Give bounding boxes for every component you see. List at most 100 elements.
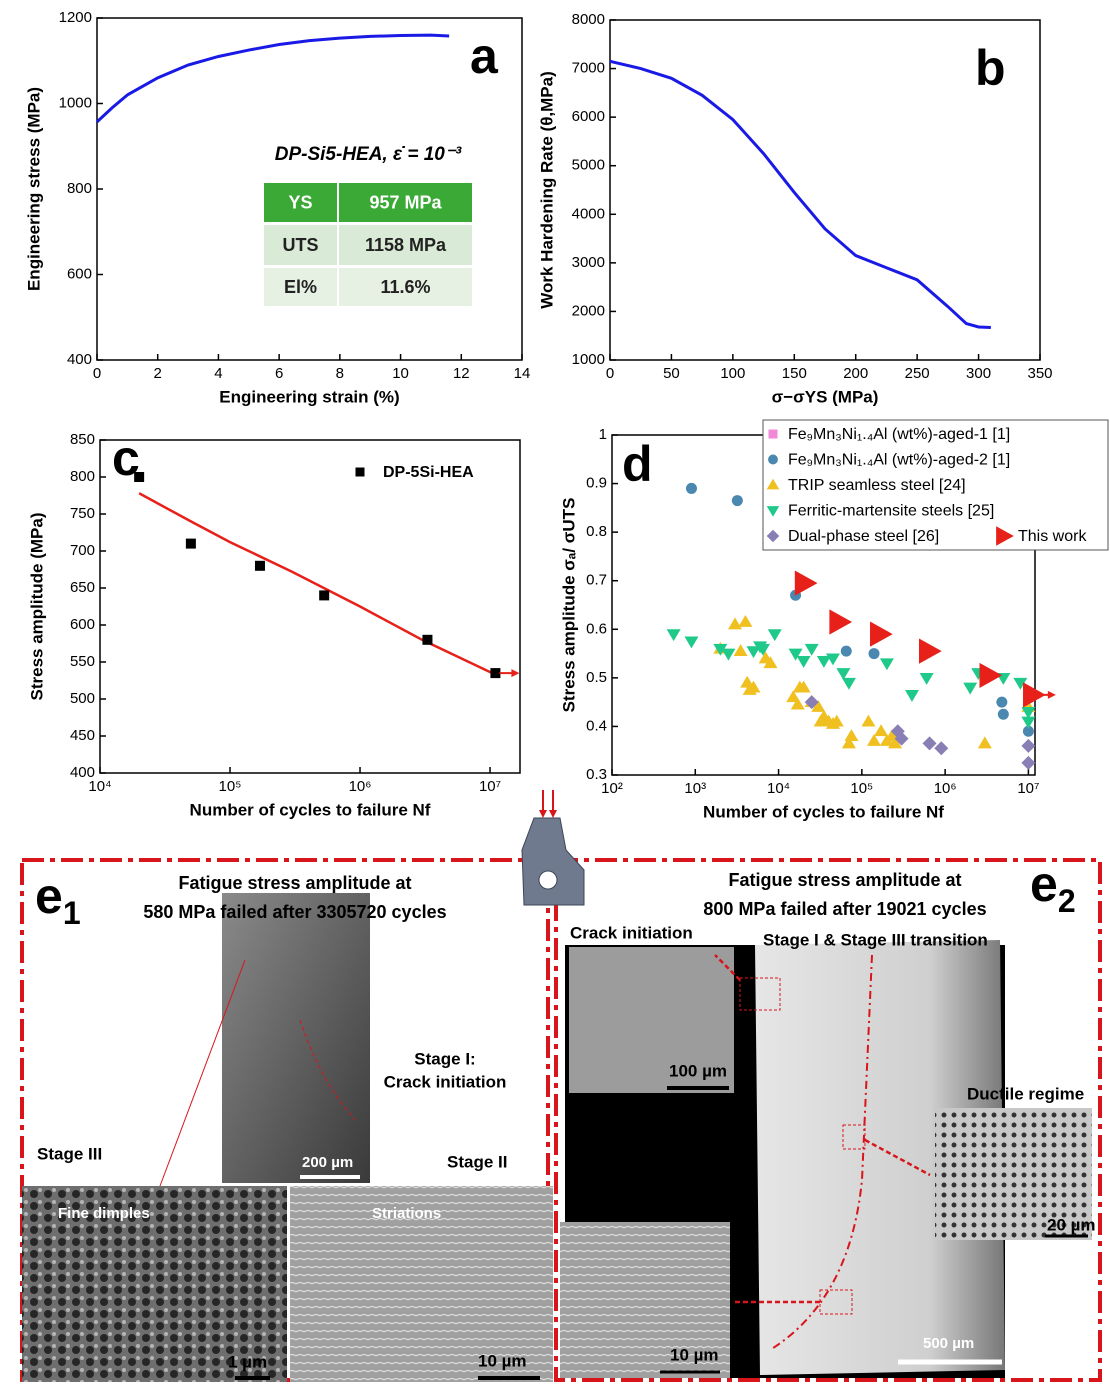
point xyxy=(998,709,1009,720)
x-tick-label: 10⁶ xyxy=(934,780,957,797)
y-tick-label: 750 xyxy=(70,505,95,522)
legend-marker xyxy=(356,468,365,477)
text: Stage III xyxy=(37,1144,102,1163)
y-tick-label: 400 xyxy=(67,351,92,368)
specimen-icon xyxy=(522,790,584,905)
point xyxy=(422,635,432,645)
x-axis-label: Number of cycles to failure Nf xyxy=(190,800,431,819)
x-tick-label: 10⁴ xyxy=(767,780,790,797)
point xyxy=(134,472,144,482)
text: Stage I & Stage III transition xyxy=(763,930,988,949)
fit-line xyxy=(139,493,495,674)
y-tick-label: 0.5 xyxy=(586,669,607,686)
table-text: El% xyxy=(284,277,317,297)
y-tick-label: 800 xyxy=(67,180,92,197)
text: 200 µm xyxy=(302,1154,353,1171)
legend-label: TRIP seamless steel [24] xyxy=(788,477,966,494)
figure: e1 e2 Fatigue stress amplitude at 580 MP… xyxy=(0,0,1110,1385)
x-tick-label: 0 xyxy=(606,365,614,382)
y-tick-label: 450 xyxy=(70,727,95,744)
legend-marker xyxy=(768,455,778,465)
point xyxy=(1021,717,1035,729)
point xyxy=(979,663,1002,688)
y-tick-label: 650 xyxy=(70,579,95,596)
text: 20 µm xyxy=(1047,1215,1096,1234)
point xyxy=(805,644,819,656)
point xyxy=(721,649,735,661)
y-tick-label: 1200 xyxy=(59,9,92,26)
y-tick-label: 1000 xyxy=(572,351,605,368)
text: Stage II xyxy=(447,1152,507,1171)
caption: 580 MPa failed after 3305720 cycles xyxy=(143,902,446,922)
panel-label: a xyxy=(470,28,499,84)
annotation: DP-Si5-HEA, ε̇ = 10⁻³ xyxy=(275,144,462,165)
y-tick-label: 700 xyxy=(70,542,95,559)
y-tick-label: 2000 xyxy=(572,302,605,319)
label: e xyxy=(1030,856,1058,912)
y-tick-label: 400 xyxy=(70,764,95,781)
x-axis-label: Number of cycles to failure Nf xyxy=(703,802,944,821)
y-tick-label: 600 xyxy=(70,616,95,633)
legend-label: Dual-phase steel [26] xyxy=(788,528,939,545)
caption: Fatigue stress amplitude at xyxy=(178,873,411,893)
table-text: 957 MPa xyxy=(369,192,442,212)
point xyxy=(844,729,858,741)
legend-label: Fe₉Mn₃Ni₁.₄Al (wt%)-aged-2 [1] xyxy=(788,452,1010,469)
y-tick-label: 500 xyxy=(70,690,95,707)
y-tick-label: 5000 xyxy=(572,157,605,174)
panel-label: b xyxy=(975,40,1006,96)
y-tick-label: 0.7 xyxy=(586,572,607,589)
point xyxy=(684,637,698,649)
point xyxy=(1021,756,1035,770)
y-tick-label: 0.6 xyxy=(586,620,607,637)
point xyxy=(768,629,782,641)
x-tick-label: 14 xyxy=(514,365,531,382)
y-tick-label: 850 xyxy=(70,431,95,448)
y-tick-label: 550 xyxy=(70,653,95,670)
sem-image xyxy=(222,893,370,1183)
text: 10 µm xyxy=(670,1345,719,1364)
point xyxy=(920,673,934,685)
y-axis-label: Engineering stress (MPa) xyxy=(24,87,43,291)
point xyxy=(870,622,893,647)
point xyxy=(734,644,748,656)
x-tick-label: 2 xyxy=(154,365,162,382)
point xyxy=(686,483,697,494)
y-tick-label: 4000 xyxy=(572,205,605,222)
point xyxy=(732,495,743,506)
x-axis-label: Engineering strain (%) xyxy=(219,387,399,406)
text: Crack initiation xyxy=(384,1072,507,1091)
point xyxy=(738,615,752,627)
point xyxy=(861,715,875,727)
text: Fine dimples xyxy=(58,1205,150,1222)
x-tick-label: 100 xyxy=(720,365,745,382)
y-tick-label: 0.4 xyxy=(586,717,607,734)
x-tick-label: 10 xyxy=(392,365,409,382)
legend-label: Fe₉Mn₃Ni₁.₄Al (wt%)-aged-1 [1] xyxy=(788,426,1010,443)
y-tick-label: 7000 xyxy=(572,60,605,77)
text: Crack initiation xyxy=(570,923,693,942)
text: Stage I: xyxy=(414,1049,475,1068)
text: 500 µm xyxy=(923,1335,974,1352)
point xyxy=(186,539,196,549)
point xyxy=(490,668,500,678)
point xyxy=(919,639,942,664)
x-tick-label: 300 xyxy=(966,365,991,382)
legend-label: Ferritic-martensite steels [25] xyxy=(788,503,994,520)
x-tick-label: 6 xyxy=(275,365,283,382)
point xyxy=(319,590,329,600)
x-tick-label: 150 xyxy=(782,365,807,382)
line xyxy=(610,61,991,327)
y-tick-label: 0.9 xyxy=(586,475,607,492)
table-text: 1158 MPa xyxy=(365,235,447,255)
y-tick-label: 800 xyxy=(70,468,95,485)
point xyxy=(963,683,977,695)
text: 100 µm xyxy=(669,1061,727,1080)
point xyxy=(905,690,919,702)
panel-label: e2 xyxy=(1030,856,1076,919)
y-tick-label: 600 xyxy=(67,265,92,282)
x-tick-label: 4 xyxy=(214,365,222,382)
legend-label: DP-5Si-HEA xyxy=(383,464,474,481)
y-axis-label: Stress amplitude σₐ/ σUTS xyxy=(559,498,578,713)
point xyxy=(255,561,265,571)
